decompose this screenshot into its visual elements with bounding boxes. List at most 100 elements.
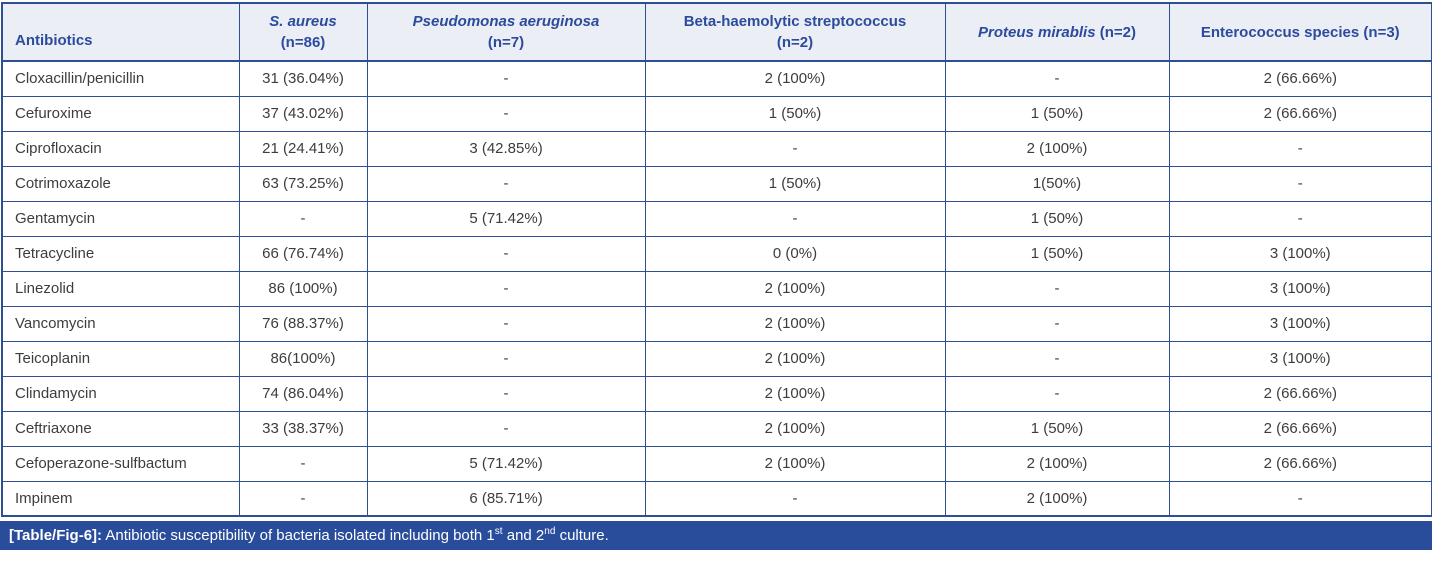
value-cell: - bbox=[366, 375, 646, 412]
value-cell: - bbox=[366, 340, 646, 377]
value-cell: 1 (50%) bbox=[944, 200, 1170, 237]
caption-superscript: nd bbox=[544, 526, 556, 537]
value-cell: - bbox=[644, 130, 946, 167]
value-cell: 76 (88.37%) bbox=[238, 305, 368, 342]
table-row: Ciprofloxacin 21 (24.41%) 3 (42.85%) -2 (10… bbox=[1, 130, 1432, 167]
value-cell: 5 (71.42%) bbox=[366, 200, 646, 237]
table-row: Impinem -6 (85.71%) -2 (100%) - bbox=[1, 480, 1432, 517]
value-cell: 2 (66.66%) bbox=[1168, 95, 1432, 132]
sample-count: (n=2) bbox=[776, 34, 814, 51]
value-cell: - bbox=[644, 200, 946, 237]
organism-name: Antibiotics bbox=[15, 32, 93, 49]
value-cell: 1 (50%) bbox=[944, 410, 1170, 447]
value-cell: 0 (0%) bbox=[644, 235, 946, 272]
table-row: Cefuroxime 37 (43.02%) -1 (50%) 1 (50%) 2 (6… bbox=[1, 95, 1432, 132]
value-cell: 21 (24.41%) bbox=[238, 130, 368, 167]
antibiotic-name-cell: Cloxacillin/penicillin bbox=[1, 60, 240, 97]
table-row: Ceftriaxone 33 (38.37%) -2 (100%) 1 (50%) 2 … bbox=[1, 410, 1432, 447]
value-cell: 3 (100%) bbox=[1168, 305, 1432, 342]
value-cell: - bbox=[1168, 165, 1432, 202]
value-cell: 2 (100%) bbox=[644, 60, 946, 97]
column-header-organism: Enterococcus species (n=3) bbox=[1168, 2, 1432, 62]
value-cell: 2 (100%) bbox=[944, 480, 1170, 517]
value-cell: 1 (50%) bbox=[944, 235, 1170, 272]
value-cell: 2 (100%) bbox=[644, 410, 946, 447]
value-cell: 66 (76.74%) bbox=[238, 235, 368, 272]
antibiotic-name-cell: Cotrimoxazole bbox=[1, 165, 240, 202]
value-cell: 6 (85.71%) bbox=[366, 480, 646, 517]
antibiotic-name-cell: Cefoperazone-sulfbactum bbox=[1, 445, 240, 482]
value-cell: 1 (50%) bbox=[644, 165, 946, 202]
sample-count: (n=3) bbox=[1363, 23, 1400, 41]
value-cell: - bbox=[944, 270, 1170, 307]
value-cell: 3 (100%) bbox=[1168, 340, 1432, 377]
value-cell: 2 (100%) bbox=[644, 305, 946, 342]
column-header-organism: S. aureus (n=86) bbox=[238, 2, 368, 62]
caption-label: [Table/Fig-6]: bbox=[9, 527, 103, 544]
value-cell: - bbox=[944, 340, 1170, 377]
value-cell: 1 (50%) bbox=[644, 95, 946, 132]
value-cell: 86 (100%) bbox=[238, 270, 368, 307]
value-cell: 2 (100%) bbox=[644, 445, 946, 482]
antibiotic-susceptibility-table: Antibiotics S. aureus (n=86) Pseudomonas ae… bbox=[1, 2, 1432, 517]
value-cell: 2 (100%) bbox=[644, 375, 946, 412]
value-cell: - bbox=[366, 60, 646, 97]
table-row: Teicoplanin 86(100%) -2 (100%) -3 (100%) bbox=[1, 340, 1432, 377]
value-cell: 2 (66.66%) bbox=[1168, 445, 1432, 482]
value-cell: - bbox=[1168, 130, 1432, 167]
column-header-antibiotics: Antibiotics bbox=[1, 2, 240, 62]
value-cell: 3 (100%) bbox=[1168, 270, 1432, 307]
organism-name: Pseudomonas aeruginosa bbox=[412, 13, 600, 30]
value-cell: 2 (66.66%) bbox=[1168, 375, 1432, 412]
organism-name: S. aureus bbox=[269, 13, 337, 30]
antibiotic-name-cell: Cefuroxime bbox=[1, 95, 240, 132]
value-cell: 74 (86.04%) bbox=[238, 375, 368, 412]
value-cell: - bbox=[366, 95, 646, 132]
table-row: Vancomycin 76 (88.37%) -2 (100%) -3 (100%) bbox=[1, 305, 1432, 342]
table-row: Cloxacillin/penicillin 31 (36.04%) -2 (100… bbox=[1, 60, 1432, 97]
value-cell: - bbox=[366, 165, 646, 202]
column-header-organism: Beta-haemolytic streptococcus (n=2) bbox=[644, 2, 946, 62]
value-cell: - bbox=[366, 270, 646, 307]
value-cell: 2 (66.66%) bbox=[1168, 60, 1432, 97]
value-cell: 3 (100%) bbox=[1168, 235, 1432, 272]
antibiotic-name-cell: Vancomycin bbox=[1, 305, 240, 342]
header-row: Antibiotics S. aureus (n=86) Pseudomonas ae… bbox=[1, 2, 1432, 62]
table-row: Gentamycin -5 (71.42%) -1 (50%) - bbox=[1, 200, 1432, 237]
value-cell: - bbox=[944, 60, 1170, 97]
value-cell: - bbox=[1168, 480, 1432, 517]
value-cell: - bbox=[238, 480, 368, 517]
antibiotic-name-cell: Tetracycline bbox=[1, 235, 240, 272]
antibiotic-name-cell: Teicoplanin bbox=[1, 340, 240, 377]
value-cell: - bbox=[1168, 200, 1432, 237]
value-cell: - bbox=[238, 445, 368, 482]
value-cell: 3 (42.85%) bbox=[366, 130, 646, 167]
table-body: Cloxacillin/penicillin 31 (36.04%) -2 (100… bbox=[1, 60, 1432, 517]
value-cell: - bbox=[944, 375, 1170, 412]
organism-name: Proteus mirablis bbox=[978, 23, 1096, 41]
value-cell: - bbox=[366, 410, 646, 447]
caption-text: Antibiotic susceptibility of bacteria is… bbox=[102, 526, 609, 545]
antibiotic-name-cell: Ceftriaxone bbox=[1, 410, 240, 447]
value-cell: - bbox=[238, 200, 368, 237]
value-cell: 2 (100%) bbox=[644, 340, 946, 377]
antibiotic-name-cell: Ciprofloxacin bbox=[1, 130, 240, 167]
table-row: Cotrimoxazole 63 (73.25%) -1 (50%) 1(50%) - bbox=[1, 165, 1432, 202]
value-cell: 63 (73.25%) bbox=[238, 165, 368, 202]
value-cell: 37 (43.02%) bbox=[238, 95, 368, 132]
sample-count: (n=7) bbox=[487, 34, 525, 51]
table-row: Linezolid 86 (100%) -2 (100%) -3 (100%) bbox=[1, 270, 1432, 307]
value-cell: 2 (66.66%) bbox=[1168, 410, 1432, 447]
antibiotic-name-cell: Impinem bbox=[1, 480, 240, 517]
column-header-organism: Proteus mirablis (n=2) bbox=[944, 2, 1170, 62]
value-cell: 5 (71.42%) bbox=[366, 445, 646, 482]
organism-name: Enterococcus species bbox=[1200, 23, 1360, 41]
value-cell: - bbox=[644, 480, 946, 517]
antibiotic-name-cell: Gentamycin bbox=[1, 200, 240, 237]
value-cell: - bbox=[366, 305, 646, 342]
antibiotic-name-cell: Linezolid bbox=[1, 270, 240, 307]
value-cell: 33 (38.37%) bbox=[238, 410, 368, 447]
table-row: Cefoperazone-sulfbactum -5 (71.42%) 2 (100… bbox=[1, 445, 1432, 482]
value-cell: 1(50%) bbox=[944, 165, 1170, 202]
